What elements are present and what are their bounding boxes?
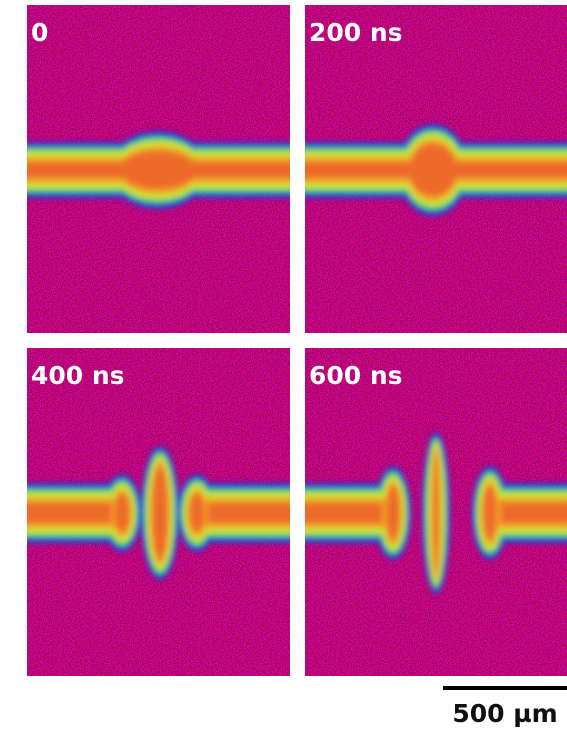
jet-band <box>22 503 111 523</box>
jet-lobe <box>153 466 168 560</box>
panel-label: 200 ns <box>309 18 403 47</box>
scale-label: 500 µm <box>452 699 557 728</box>
jet-lobe <box>410 144 457 196</box>
panel-label: 0 <box>31 18 48 47</box>
jet-band <box>208 503 295 523</box>
panel: 600 ns <box>300 348 567 676</box>
jet <box>22 131 295 209</box>
jet-lobe <box>387 486 400 540</box>
jet-lobe <box>190 494 205 532</box>
jet-lobe <box>484 486 497 540</box>
jet-band <box>300 503 382 523</box>
panel: 0 <box>22 5 295 333</box>
jet-band <box>501 503 567 523</box>
panel: 200 ns <box>300 5 567 333</box>
figure: 500 µm 0 200 ns 400 ns 600 ns <box>0 0 567 732</box>
panel: 400 ns <box>22 348 295 676</box>
panel-label: 400 ns <box>31 361 125 390</box>
jet-lobe <box>434 452 439 574</box>
jet-lobe <box>120 151 197 189</box>
jet-lobe <box>115 494 130 532</box>
panel-label: 600 ns <box>309 361 403 390</box>
